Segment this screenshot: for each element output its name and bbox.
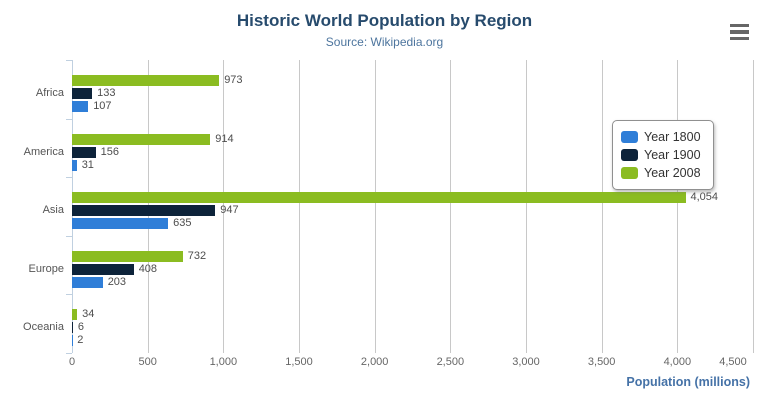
gridline [677,60,679,353]
axis-tick [66,236,72,237]
gridline [450,60,452,353]
data-label: 156 [100,145,119,158]
bar-america-year-2008[interactable] [72,133,211,145]
bar-oceania-year-2008[interactable] [72,309,78,321]
bar-europe-year-1900[interactable] [72,263,134,275]
category-label-africa: Africa [35,87,64,99]
x-axis-title: Population (millions) [626,375,750,389]
bar-africa-year-1800[interactable] [72,101,89,112]
x-axis-label: 1,500 [285,356,313,368]
data-label: 914 [215,132,234,145]
bar-africa-year-1900[interactable] [72,88,93,99]
x-axis-label: 2,000 [360,356,389,368]
axis-tick [66,353,72,354]
chart-subtitle: Source: Wikipedia.org [325,35,444,49]
gridline [299,60,300,353]
data-label: 973 [224,74,243,86]
category-label-oceania: Oceania [23,321,64,334]
legend-swatch [621,167,638,179]
legend-item-year-2008[interactable]: Year 2008 [621,164,701,182]
x-axis-label: 4,000 [663,356,692,368]
x-axis-label: 500 [138,356,157,368]
gridline [753,60,754,353]
gridline [601,60,603,353]
data-label: 203 [107,275,127,288]
x-axis-label: 4,500 [719,356,747,368]
axis-tick [66,294,72,295]
category-label-asia: Asia [42,204,64,217]
axis-tick [66,177,72,178]
bar-asia-year-1800[interactable] [72,218,169,230]
data-label: 408 [138,262,158,275]
plot-area: 973 133 107 914 156 31 4,054 947 635 732 408 203 34 6… [66,60,754,354]
bar-africa-year-2008[interactable] [72,75,220,86]
legend-swatch [621,149,638,161]
data-label: 107 [93,100,112,112]
x-axis-label: 3,000 [512,356,540,368]
x-axis-label: 0 [68,356,76,368]
bar-europe-year-2008[interactable] [72,250,183,262]
legend-item-label: Year 1800 [644,130,701,144]
legend-item-year-1800[interactable]: Year 1800 [621,128,701,146]
hamburger-icon [730,30,749,34]
bar-america-year-1900[interactable] [72,146,96,158]
data-label: 133 [97,87,116,99]
category-label-europe: Europe [28,262,64,275]
bar-europe-year-1800[interactable] [72,276,103,288]
gridline [374,60,376,353]
data-label: 34 [82,308,95,321]
gridline [526,60,527,353]
data-label: 732 [187,249,207,262]
hamburger-icon [730,36,749,40]
data-label: 4,054 [690,191,719,204]
gridline [223,60,225,353]
legend-item-label: Year 2008 [644,166,701,180]
context-menu-button[interactable] [728,22,752,42]
legend-item-label: Year 1900 [644,148,701,162]
legend: Year 1800 Year 1900 Year 2008 [612,120,714,190]
bar-america-year-1800[interactable] [72,159,77,171]
data-label: 947 [220,204,239,217]
x-axis-label: 2,500 [436,356,465,368]
data-label: 2 [77,334,84,347]
bar-asia-year-2008[interactable] [72,192,686,204]
axis-tick [66,60,72,61]
bar-asia-year-1900[interactable] [72,205,216,217]
data-label: 635 [173,217,192,230]
axis-tick [66,119,72,120]
data-label: 31 [81,158,94,171]
category-label-america: America [23,145,64,158]
x-axis-label: 1,000 [209,356,238,368]
hamburger-icon [730,24,749,28]
chart-title: Historic World Population by Region [236,11,533,30]
x-axis-label: 3,500 [587,356,616,368]
legend-swatch [621,131,638,143]
legend-item-year-1900[interactable]: Year 1900 [621,146,701,164]
bar-oceania-year-1900[interactable] [72,322,73,334]
data-label: 6 [77,321,85,334]
